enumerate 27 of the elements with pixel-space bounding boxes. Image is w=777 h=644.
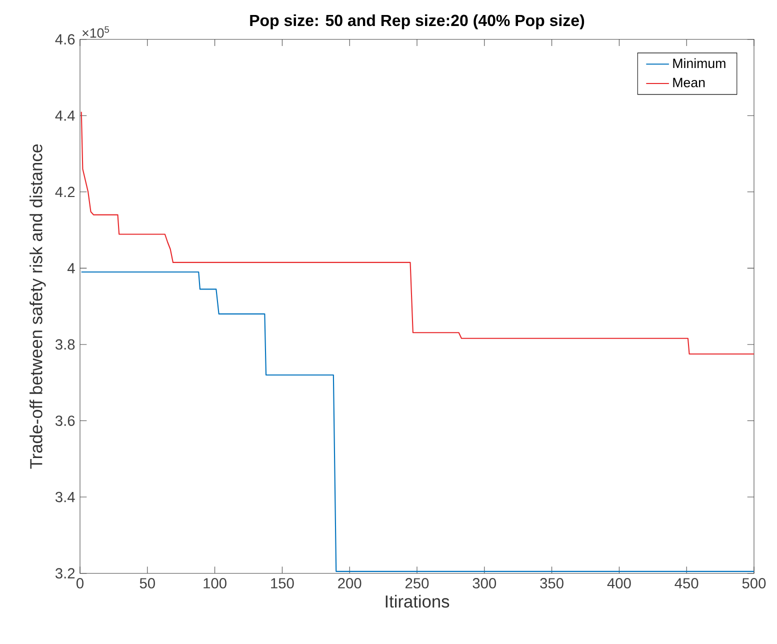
x-axis-title: Itirations (386, 594, 450, 608)
legend-label: Mean (673, 78, 705, 88)
text: ×10$^{5}$ (82, 26, 110, 38)
legend-label: Minimum (673, 58, 726, 68)
x-tick-label: 500 (742, 578, 766, 588)
x-tick-label: 0 (76, 578, 84, 588)
x-tick-label: 350 (540, 578, 564, 588)
x-tick-label: 300 (472, 578, 496, 588)
y-axis-title: Trade-off between safety risk and distance (30, 144, 46, 469)
y-tick-label: 4.2 (55, 186, 75, 198)
line-series (80, 271, 754, 572)
chart-title: Pop size: 50 and Rep size:20 (40% Pop size) (250, 14, 584, 30)
y-tick-label: 4 (67, 263, 75, 274)
x-tick-label: 50 (140, 578, 155, 588)
x-tick-label: 100 (204, 578, 226, 588)
x-tick-label: 150 (271, 578, 294, 588)
y-tick-label: 3.8 (55, 339, 75, 350)
x-tick-label: 200 (338, 578, 362, 588)
y-tick-label: 4.6 (55, 34, 75, 45)
y-tick-label: 4.4 (55, 110, 75, 121)
y-tick-label: 3.2 (55, 568, 75, 579)
line-series (80, 111, 754, 355)
y-tick-label: 3.6 (55, 416, 75, 426)
x-tick-label: 450 (674, 578, 698, 588)
y-tick-label: 3.4 (55, 492, 75, 502)
x-tick-label: 400 (607, 578, 631, 588)
x-tick-label: 250 (406, 578, 429, 588)
